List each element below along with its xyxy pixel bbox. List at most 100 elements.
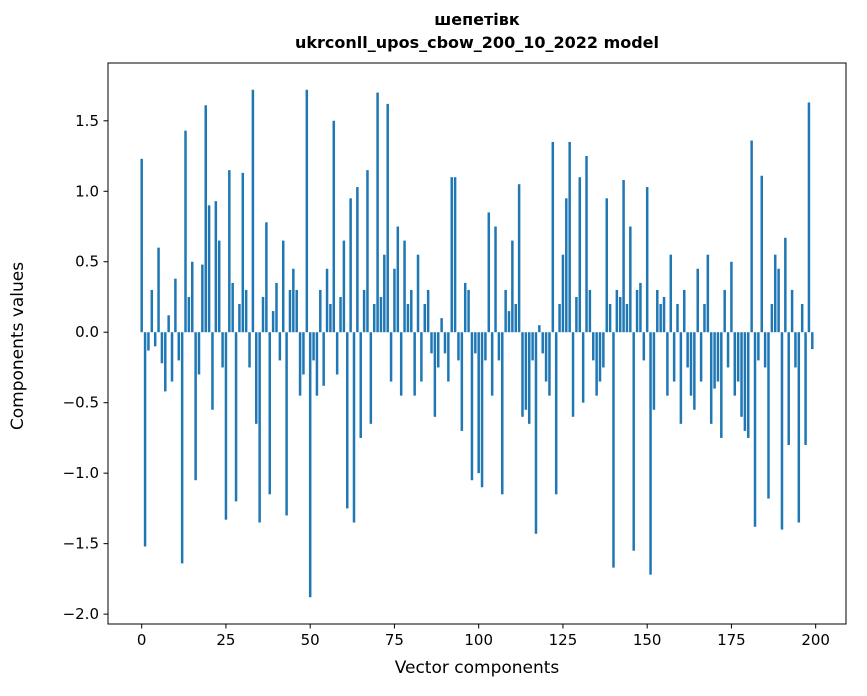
y-tick-label: 0.5	[75, 253, 99, 271]
bar	[635, 289, 639, 333]
bar	[807, 102, 811, 333]
bar	[474, 332, 477, 354]
bar	[487, 212, 491, 333]
bar	[312, 332, 315, 361]
bar	[514, 304, 517, 333]
bar	[191, 261, 194, 333]
bar	[194, 332, 197, 481]
bar	[346, 332, 349, 509]
bar	[730, 261, 733, 333]
bar	[800, 304, 804, 333]
bar	[706, 254, 710, 333]
bar	[184, 130, 187, 333]
bar	[676, 304, 679, 333]
bar	[406, 304, 410, 333]
bar	[726, 332, 730, 368]
bar	[622, 179, 625, 333]
bar	[352, 332, 356, 523]
bar	[470, 332, 474, 481]
bar	[214, 201, 218, 333]
bar	[632, 332, 635, 551]
bar	[403, 240, 406, 333]
bar	[167, 315, 170, 333]
bar	[575, 296, 578, 333]
y-tick-label: −0.5	[63, 394, 99, 412]
bar	[292, 268, 295, 333]
bar	[480, 332, 484, 488]
bar	[804, 332, 807, 445]
bar	[659, 304, 662, 333]
bar	[554, 332, 558, 495]
bar	[578, 177, 582, 333]
bar	[669, 254, 673, 333]
bar	[308, 332, 312, 598]
bar	[315, 332, 319, 396]
bar	[231, 282, 234, 333]
y-tick-label: −1.0	[63, 464, 99, 482]
bar	[180, 332, 184, 564]
x-tick-label: 150	[633, 631, 662, 649]
bar	[747, 332, 750, 438]
y-tick-label: 0.0	[75, 323, 99, 341]
bar	[447, 332, 450, 382]
bar	[420, 332, 423, 382]
x-tick-label: 25	[216, 631, 235, 649]
bar	[494, 226, 497, 333]
bar	[265, 222, 268, 333]
bar	[238, 304, 241, 333]
bar	[332, 120, 336, 333]
bar	[244, 289, 248, 333]
bar	[177, 332, 181, 361]
bar	[716, 332, 720, 382]
bar	[379, 296, 383, 333]
bar	[551, 141, 555, 333]
bar	[457, 332, 460, 361]
bar	[410, 289, 413, 333]
bar	[241, 172, 245, 333]
bar	[258, 332, 261, 523]
bar	[757, 332, 760, 361]
bar	[693, 332, 696, 410]
bar	[393, 268, 396, 333]
bar	[625, 304, 629, 333]
bar	[147, 332, 150, 351]
x-tick-label: 125	[549, 631, 578, 649]
bar	[275, 282, 278, 333]
bar	[164, 332, 167, 392]
bar	[399, 332, 403, 396]
bar	[396, 226, 400, 333]
bar	[298, 332, 302, 396]
bar	[531, 332, 534, 361]
bar	[750, 140, 753, 333]
bar	[598, 332, 602, 382]
bar	[255, 332, 258, 424]
bar	[497, 332, 501, 361]
bar	[140, 158, 143, 333]
bar	[679, 332, 683, 424]
bar	[686, 332, 689, 368]
bar	[763, 332, 767, 368]
bar	[197, 332, 201, 375]
bar	[787, 332, 790, 445]
bar	[150, 289, 154, 333]
bar	[369, 332, 373, 424]
bar	[592, 332, 595, 361]
bar	[629, 226, 632, 333]
bar	[359, 332, 362, 438]
bar	[581, 332, 585, 403]
bar	[376, 92, 379, 333]
bar	[261, 296, 265, 333]
bar	[278, 332, 282, 361]
bar	[423, 304, 427, 333]
axes-frame	[107, 62, 847, 625]
bar	[288, 289, 292, 333]
bar	[211, 332, 214, 410]
bar	[612, 332, 615, 568]
bar	[366, 170, 369, 333]
bar	[335, 332, 339, 375]
bar	[794, 332, 797, 368]
bar	[565, 198, 568, 333]
bar	[477, 332, 480, 474]
bar	[780, 332, 784, 530]
bar	[160, 332, 164, 364]
